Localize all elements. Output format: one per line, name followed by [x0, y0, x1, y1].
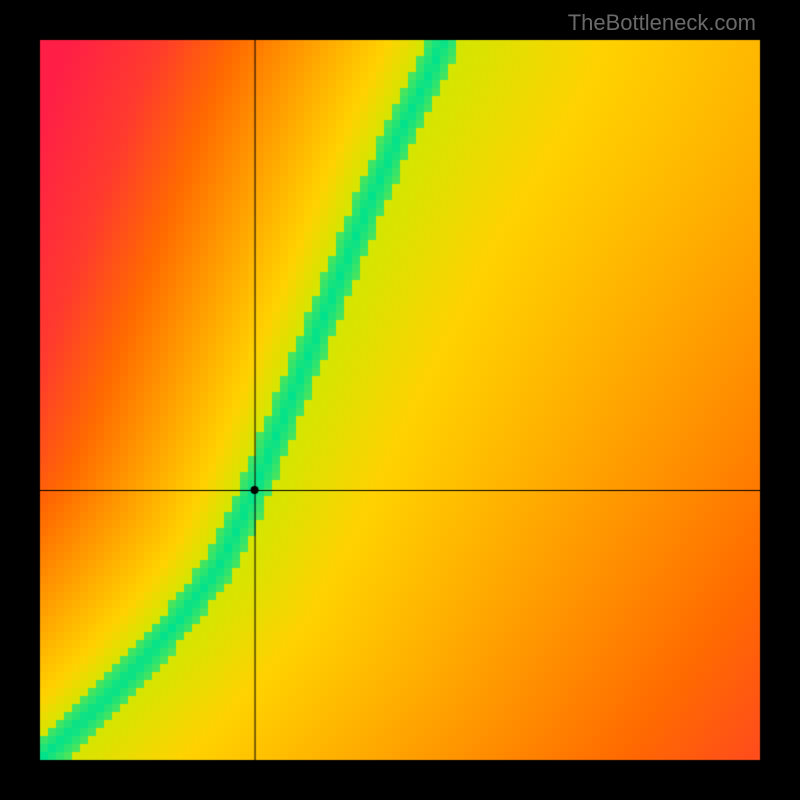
- chart-container: TheBottleneck.com: [0, 0, 800, 800]
- bottleneck-heatmap: [0, 0, 800, 800]
- watermark-text: TheBottleneck.com: [568, 10, 756, 36]
